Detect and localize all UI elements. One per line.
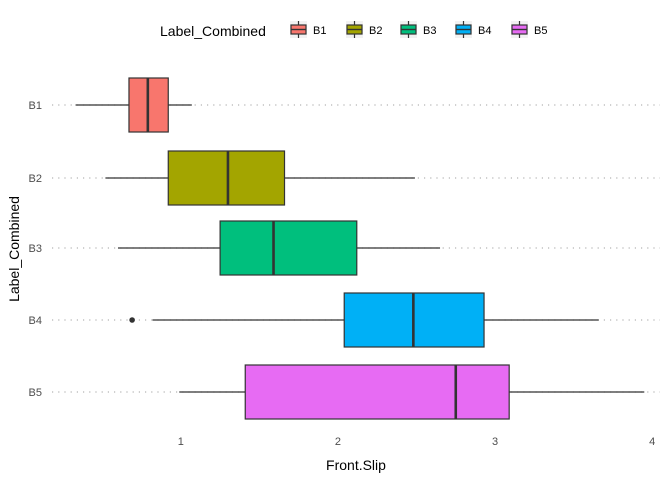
x-tick-label: 1 (178, 436, 184, 448)
box-b5 (179, 364, 645, 420)
legend-title: Label_Combined (160, 23, 266, 39)
legend-item-b2: B2 (346, 21, 382, 38)
legend-label: B2 (369, 25, 382, 37)
box-b1 (75, 77, 192, 133)
x-tick-labels: 1 2 3 4 (178, 436, 655, 448)
box-body (167, 150, 286, 206)
box-body (219, 220, 358, 276)
legend-item-b4: B4 (455, 21, 491, 38)
box-series (75, 77, 645, 420)
legend-label: B5 (534, 25, 547, 37)
y-axis-title: Label_Combined (6, 196, 22, 302)
legend-label: B3 (423, 25, 436, 37)
outlier-point (129, 317, 135, 323)
box-body (244, 364, 510, 420)
y-tick-label: B4 (29, 315, 42, 327)
legend-item-b1: B1 (290, 21, 326, 38)
y-tick-label: B1 (29, 100, 42, 112)
x-tick-label: 2 (335, 436, 341, 448)
x-tick-label: 3 (492, 436, 498, 448)
legend-label: B1 (313, 25, 326, 37)
legend-label: B4 (478, 25, 491, 37)
legend-item-b3: B3 (400, 21, 436, 38)
y-tick-label: B3 (29, 243, 42, 255)
legend-item-b5: B5 (511, 21, 547, 38)
y-tick-label: B5 (29, 387, 42, 399)
x-tick-label: 4 (649, 436, 655, 448)
box-b2 (105, 150, 415, 206)
y-tick-labels: B1 B2 B3 B4 B5 (29, 100, 42, 399)
box-b4 (129, 292, 599, 348)
y-tick-label: B2 (29, 173, 42, 185)
legend: Label_Combined B1 B2 B3 B4 B5 (160, 21, 547, 39)
x-axis-title: Front.Slip (326, 457, 386, 473)
box-b3 (117, 220, 441, 276)
legend-items: B1 B2 B3 B4 B5 (290, 21, 547, 38)
